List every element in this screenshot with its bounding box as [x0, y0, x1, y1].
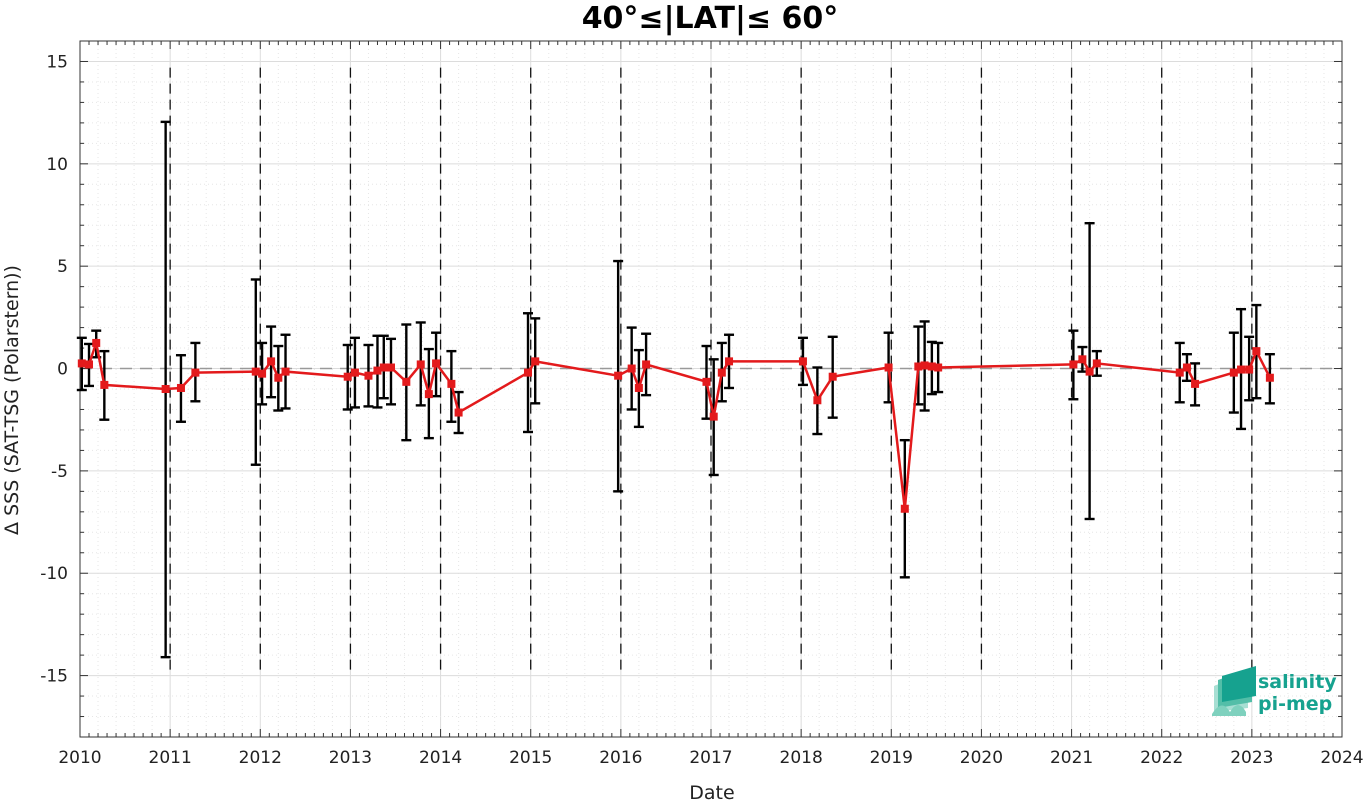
x-tick-label: 2021	[1050, 748, 1093, 768]
data-point	[447, 379, 456, 388]
x-tick-label: 2011	[149, 748, 192, 768]
data-point	[1237, 365, 1246, 374]
y-tick-label: 10	[46, 155, 68, 175]
data-point	[1175, 368, 1184, 377]
x-tick-label: 2014	[419, 748, 462, 768]
data-point	[725, 357, 734, 366]
data-point	[424, 390, 433, 399]
data-point	[642, 360, 651, 369]
y-tick-label: -10	[40, 564, 68, 584]
data-point	[1191, 379, 1200, 388]
data-point	[267, 357, 276, 366]
data-point	[85, 360, 94, 369]
x-tick-label: 2019	[870, 748, 913, 768]
data-point	[350, 368, 359, 377]
x-tick-label: 2022	[1140, 748, 1183, 768]
data-point	[454, 408, 463, 417]
data-point	[927, 362, 936, 371]
data-point	[281, 367, 290, 376]
x-axis-ticks: 2010 2011 2012 2013 2014 2015 2016 2017 2018 2019…	[58, 748, 1363, 768]
data-point	[379, 363, 388, 372]
data-point	[1085, 367, 1094, 376]
data-point	[274, 373, 283, 382]
y-axis-label: Δ SSS (SAT-TSG (Polarstern))	[1, 265, 23, 535]
data-point	[402, 377, 411, 386]
data-point	[614, 371, 623, 380]
data-point	[1078, 355, 1087, 364]
x-tick-label: 2017	[689, 748, 732, 768]
data-point	[531, 357, 540, 366]
y-tick-label: 0	[57, 360, 68, 380]
data-point	[161, 385, 170, 393]
data-point	[1229, 368, 1238, 377]
data-point	[934, 363, 943, 372]
x-tick-label: 2015	[509, 748, 552, 768]
y-axis-ticks: 15 10 5 0 -5 -10 -15	[40, 52, 68, 686]
logo-text-pi-mep: pi-mep	[1258, 693, 1332, 715]
data-point	[702, 377, 711, 386]
data-point	[432, 359, 441, 368]
data-point	[717, 368, 726, 377]
data-point	[914, 362, 923, 371]
data-point	[1069, 360, 1078, 369]
x-tick-label: 2020	[960, 748, 1003, 768]
data-point	[798, 357, 807, 366]
data-point	[813, 396, 822, 405]
salinity-pi-mep-logo: salinity pi-mep	[1212, 666, 1337, 716]
data-point	[92, 338, 101, 347]
logo-text-salinity: salinity	[1258, 671, 1337, 693]
minor-ticks	[79, 40, 1343, 738]
error-bar	[385, 337, 396, 406]
data-point	[176, 383, 185, 392]
data-point	[416, 360, 425, 369]
x-tick-label: 2010	[58, 748, 101, 768]
data-point	[634, 383, 643, 392]
x-tick-label: 2018	[780, 748, 823, 768]
y-tick-label: -15	[40, 667, 68, 687]
data-point	[77, 359, 86, 368]
data-point	[524, 368, 533, 377]
x-tick-label: 2016	[599, 748, 642, 768]
data-point	[828, 372, 837, 381]
x-tick-label: 2012	[239, 748, 282, 768]
data-point	[373, 366, 382, 375]
data-point	[709, 412, 718, 421]
data-point	[920, 361, 929, 370]
x-tick-label: 2013	[329, 748, 372, 768]
data-point	[258, 369, 267, 378]
wave-logo-icon	[1212, 666, 1256, 716]
y-tick-label: -5	[51, 462, 68, 482]
data-point	[386, 363, 395, 372]
data-point	[627, 364, 636, 373]
data-point	[343, 372, 352, 381]
data-point	[1265, 373, 1274, 382]
data-point	[1245, 365, 1254, 374]
data-point	[1092, 359, 1101, 368]
x-tick-label: 2024	[1320, 748, 1363, 768]
data-point	[251, 367, 260, 376]
series-markers	[77, 338, 1274, 513]
y-tick-label: 5	[57, 257, 68, 277]
data-point	[900, 504, 909, 513]
data-point	[100, 380, 109, 389]
data-point	[1182, 363, 1191, 372]
y-tick-label: 15	[46, 52, 68, 72]
error-bars	[76, 120, 1275, 659]
x-tick-label: 2023	[1230, 748, 1273, 768]
x-axis-label: Date	[689, 782, 734, 801]
chart-title: 40°≤|LAT|≤ 60°	[582, 1, 839, 36]
data-point	[191, 368, 200, 377]
data-point	[364, 371, 373, 380]
data-point	[1252, 347, 1261, 356]
year-boundaries	[169, 67, 1253, 676]
data-point	[884, 363, 893, 372]
